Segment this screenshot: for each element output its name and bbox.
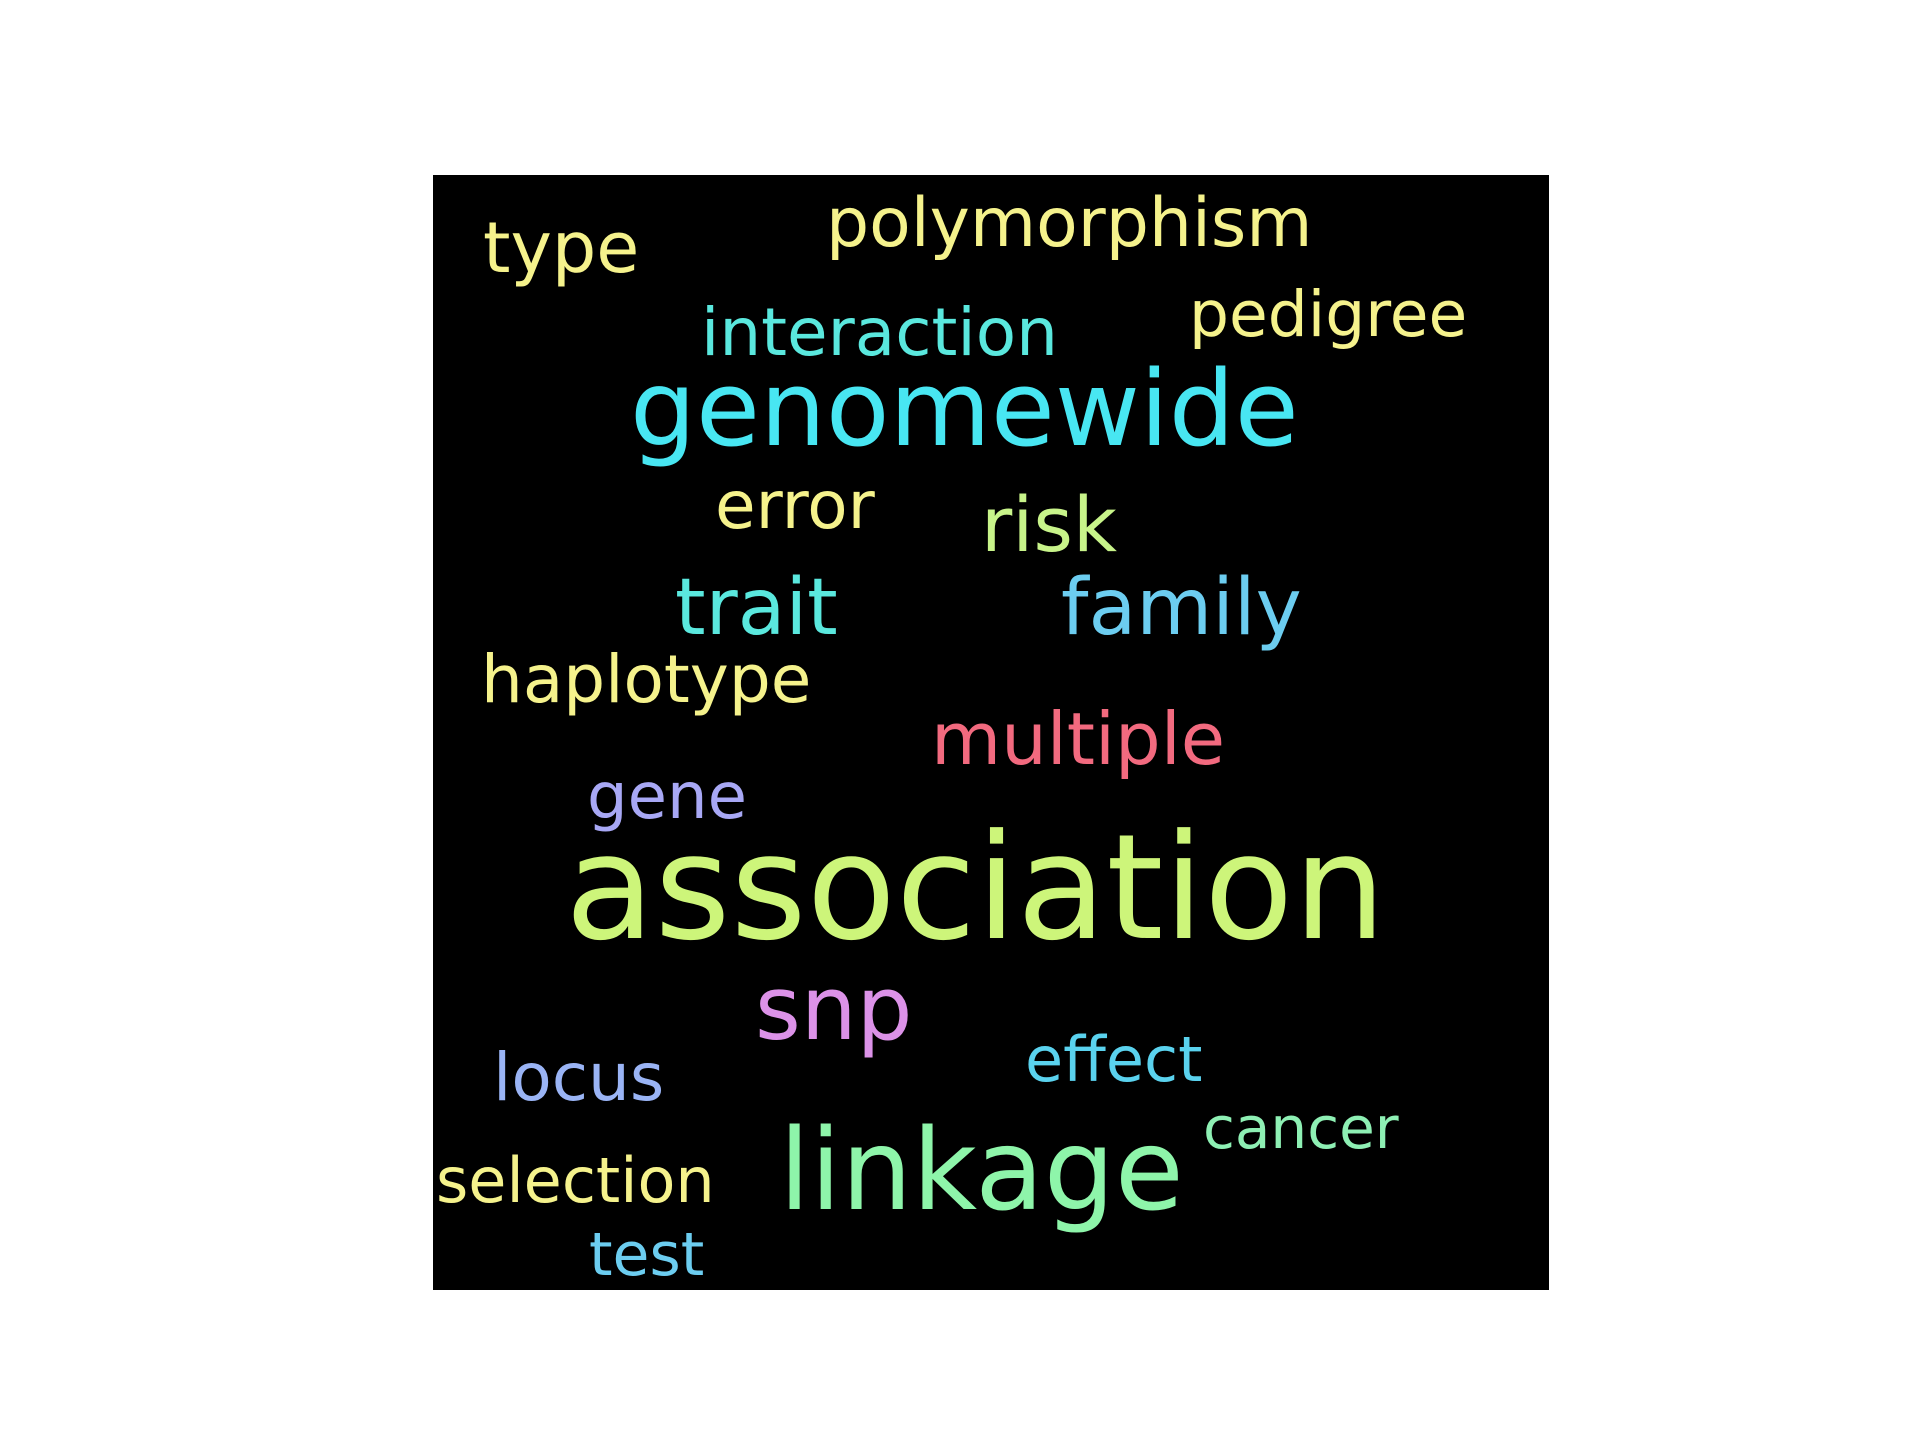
word-error: error bbox=[715, 467, 875, 544]
word-linkage: linkage bbox=[779, 1106, 1184, 1236]
word-trait: trait bbox=[675, 563, 838, 653]
word-polymorphism: polymorphism bbox=[826, 184, 1313, 263]
word-selection: selection bbox=[436, 1144, 715, 1217]
word-test: test bbox=[589, 1220, 705, 1290]
word-type: type bbox=[483, 207, 640, 289]
word-locus: locus bbox=[493, 1039, 665, 1116]
word-risk: risk bbox=[981, 480, 1117, 569]
word-cancer: cancer bbox=[1203, 1094, 1399, 1162]
word-cloud: polymorphism type interaction pedigree g… bbox=[433, 175, 1549, 1290]
word-effect: effect bbox=[1025, 1023, 1203, 1096]
word-multiple: multiple bbox=[931, 697, 1226, 781]
word-genomewide: genomewide bbox=[630, 348, 1299, 470]
word-snp: snp bbox=[755, 957, 913, 1060]
word-association: association bbox=[565, 803, 1386, 973]
word-family: family bbox=[1061, 563, 1302, 653]
word-haplotype: haplotype bbox=[481, 641, 812, 718]
word-pedigree: pedigree bbox=[1189, 278, 1468, 351]
word-gene: gene bbox=[587, 760, 747, 834]
word-interaction: interaction bbox=[701, 294, 1058, 371]
